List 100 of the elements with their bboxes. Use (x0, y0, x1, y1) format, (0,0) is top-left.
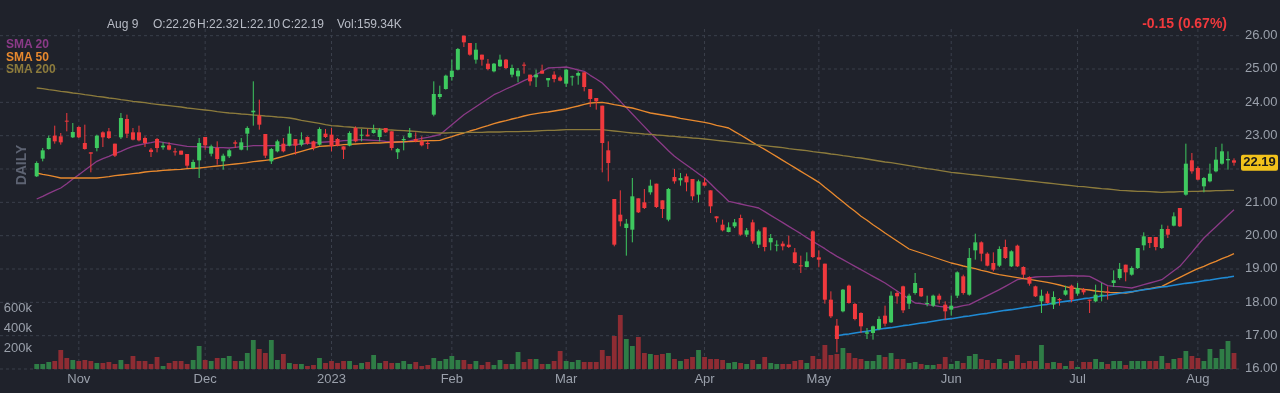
candlestick (257, 99, 262, 131)
candlestick (1177, 207, 1182, 228)
candlestick (1159, 224, 1164, 250)
candlestick (864, 327, 869, 340)
candlestick (1099, 282, 1104, 302)
bar (232, 361, 238, 369)
bar (359, 363, 364, 369)
candlestick (479, 54, 484, 67)
annotation: C:22.19 (282, 17, 325, 31)
bar (672, 359, 677, 369)
bar (1069, 361, 1074, 369)
y-tick-label: 18.00 (1245, 293, 1278, 309)
candlestick (606, 140, 611, 182)
bar (1159, 356, 1165, 369)
line-series (36, 87, 1235, 193)
bar (1183, 351, 1189, 369)
candlestick (846, 284, 851, 305)
bar (1105, 364, 1111, 369)
bar (1045, 363, 1050, 369)
x-tick-label: Nov (67, 371, 91, 386)
bar (1189, 356, 1195, 369)
y2-tick-label: 600k (3, 300, 33, 316)
candlestick (834, 318, 839, 353)
bar (678, 361, 683, 369)
candlestick (997, 245, 1002, 268)
bar (184, 364, 190, 369)
bar (1008, 361, 1014, 369)
bar (756, 364, 762, 369)
candlestick (901, 285, 906, 314)
candlestick (991, 251, 996, 272)
candlestick (1189, 152, 1194, 175)
candlestick (1207, 163, 1212, 183)
candlestick (750, 219, 755, 245)
y2-tick-label: 200k (3, 340, 33, 356)
candlestick (840, 288, 845, 313)
bar (750, 360, 756, 369)
candlestick (1087, 299, 1092, 314)
candlestick (118, 112, 123, 140)
bar (299, 364, 304, 369)
candlestick (88, 151, 93, 173)
candlestick (858, 311, 863, 334)
bar (804, 363, 810, 369)
bar (94, 363, 100, 369)
text: SMA 50 (6, 49, 50, 64)
bar (1171, 359, 1177, 369)
candlestick (1201, 176, 1206, 193)
text: DAILY (13, 143, 29, 186)
candlestick (961, 274, 966, 296)
x-tick-label: 2023 (317, 371, 346, 386)
bar (1123, 365, 1129, 369)
bar (208, 361, 214, 369)
y-tick-label: 20.00 (1245, 227, 1278, 243)
bar (666, 353, 671, 369)
candlestick (949, 295, 954, 317)
candlestick (871, 325, 876, 341)
x-tick-label: Apr (694, 371, 716, 386)
y2-tick-label: 400k (3, 320, 33, 336)
bar (293, 364, 298, 369)
candlestick (913, 272, 918, 296)
x-tick-label: Jun (940, 371, 962, 386)
series-label: SMA 200 (6, 62, 56, 76)
x-tick-label: Aug (1186, 371, 1210, 386)
candlestick (82, 124, 87, 151)
y-tick-label: 23.00 (1245, 127, 1278, 143)
bar (214, 358, 220, 369)
candlestick (1135, 247, 1140, 270)
y-tick-label: 24.00 (1245, 93, 1278, 109)
bar (1039, 345, 1044, 369)
candlestick (245, 125, 250, 151)
bar (918, 364, 924, 369)
candlestick (143, 135, 147, 148)
bar (202, 360, 208, 369)
candlestick (100, 130, 105, 148)
bar (545, 364, 551, 369)
bar (1165, 363, 1171, 369)
bar (347, 361, 352, 369)
bar (1063, 366, 1068, 369)
candlestick (552, 70, 557, 83)
candlestick (696, 179, 701, 203)
x-tick-label: Mar (554, 371, 579, 386)
x-tick-label: Feb (440, 371, 464, 386)
x-tick-label: Jul (1069, 371, 1086, 386)
candlestick (642, 188, 647, 210)
candlestick (263, 133, 268, 159)
candlestick (582, 71, 587, 92)
bar (287, 363, 292, 369)
bar (70, 360, 76, 369)
candlestick (762, 226, 767, 252)
candlestick (522, 61, 527, 75)
bar (696, 350, 701, 369)
candlestick (798, 255, 803, 274)
bar (365, 362, 371, 369)
bar (996, 359, 1002, 369)
candlestick (197, 137, 202, 179)
candlestick (359, 128, 364, 142)
candlestick (1105, 285, 1110, 301)
candlestick (173, 147, 178, 157)
candlestick (756, 229, 761, 249)
candlestick (540, 64, 545, 75)
candlestick (708, 189, 713, 214)
